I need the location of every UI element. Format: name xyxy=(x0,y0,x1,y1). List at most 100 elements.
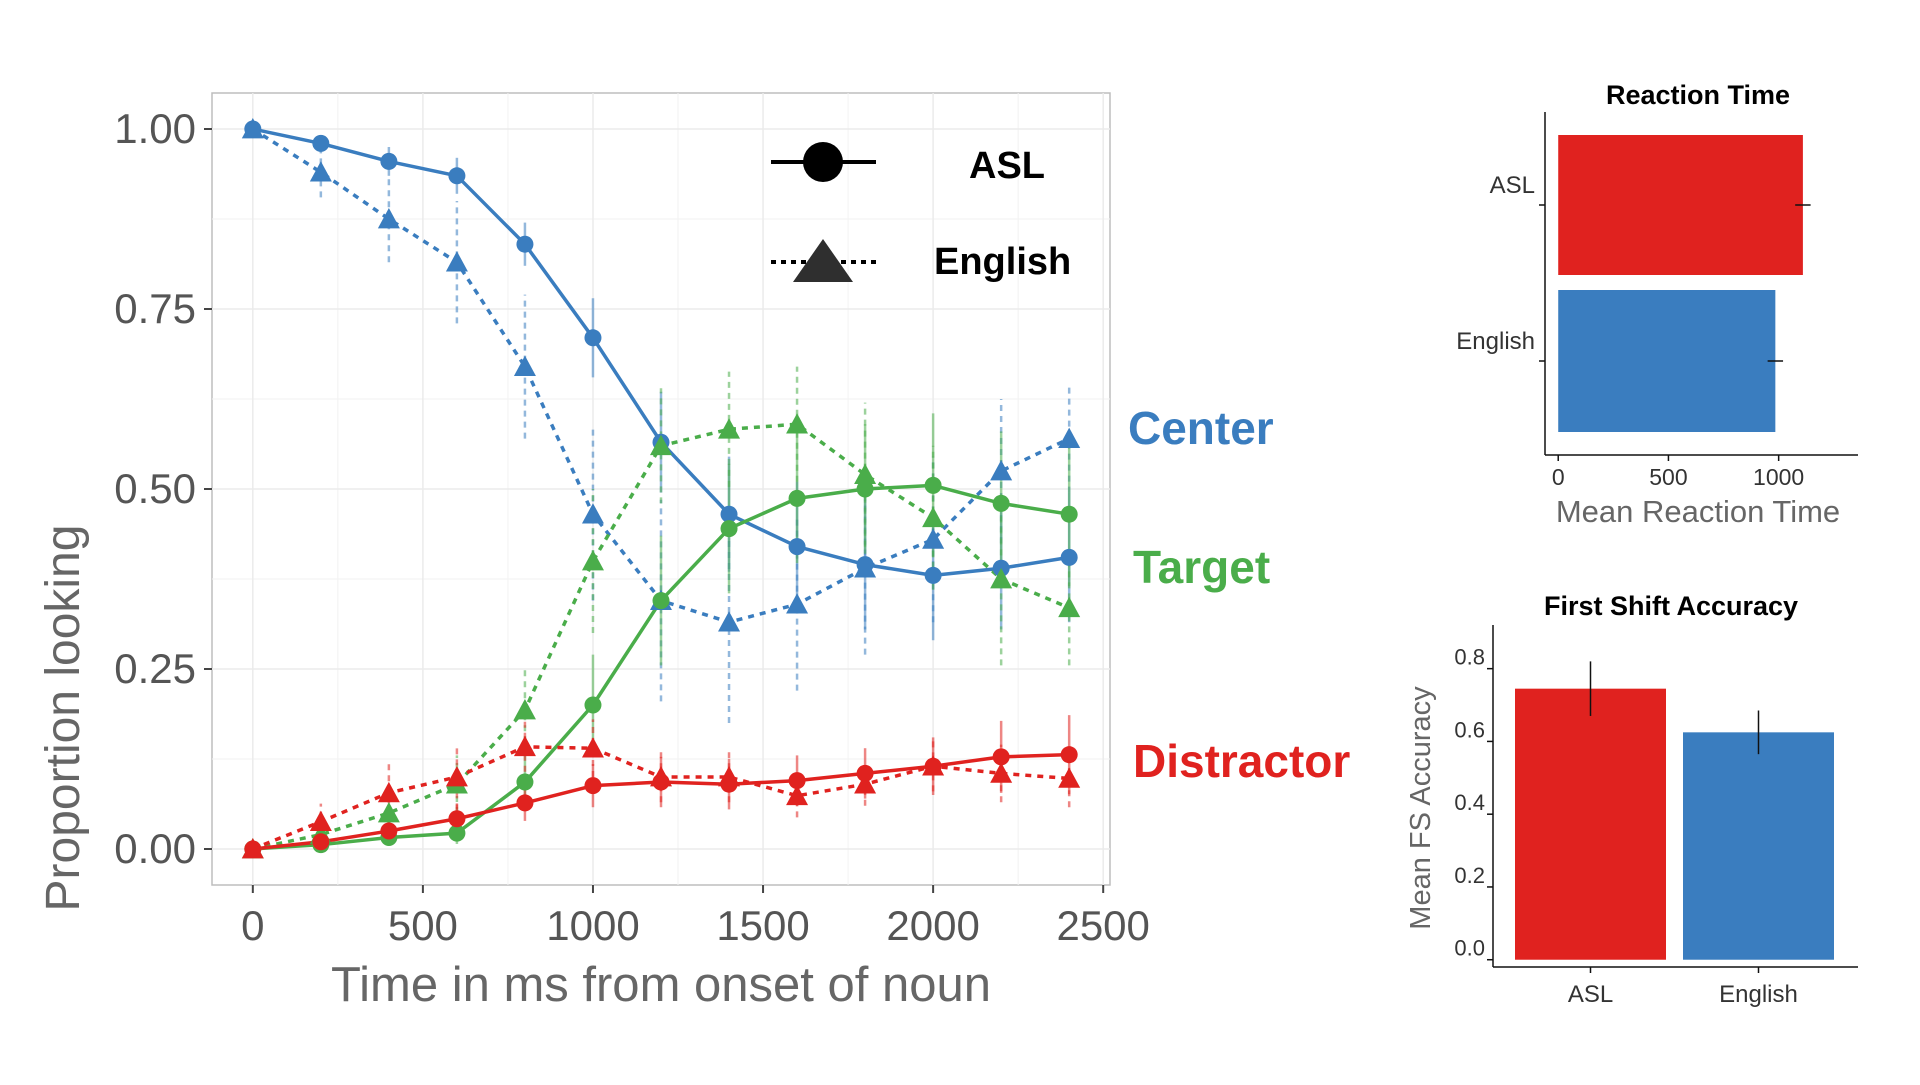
distractor-asl-point xyxy=(380,822,398,840)
distractor-english-point xyxy=(445,766,468,787)
target-english-point xyxy=(990,568,1013,589)
distractor-english-point xyxy=(718,766,741,787)
center-english-point xyxy=(377,208,400,229)
center-english-point xyxy=(1058,427,1081,448)
target-asl-point xyxy=(448,824,466,842)
rt-bar-asl xyxy=(1558,135,1803,275)
target-asl-point xyxy=(584,696,602,714)
main-y-tick-label: 0.25 xyxy=(114,645,196,692)
fs-y-tick-label: 0.0 xyxy=(1454,936,1485,961)
target-english-point xyxy=(718,418,741,439)
target-asl-point xyxy=(652,592,670,610)
fs-y-tick-label: 0.4 xyxy=(1454,790,1485,815)
distractor-english-point xyxy=(1058,767,1081,788)
target-asl-point xyxy=(788,489,806,507)
distractor-english-point xyxy=(650,766,672,787)
target-asl-point xyxy=(992,494,1010,512)
center-english-point xyxy=(513,355,536,376)
annotation-center: Center xyxy=(1128,402,1274,454)
center-english-point xyxy=(990,460,1013,481)
target-english-point xyxy=(513,699,536,720)
fs-bar-english xyxy=(1683,732,1834,960)
looking-proportion-chart: 0 500 1000 1500 2000 2500 0.00 0.25 0.50 0.75 1.00… xyxy=(37,92,1350,1012)
center-english-point xyxy=(718,611,741,632)
target-english-point xyxy=(786,413,809,434)
fs-category-label-english: English xyxy=(1719,981,1798,1008)
rt-axes: ASL English 0 500 1000 xyxy=(1456,112,1858,490)
target-asl-point xyxy=(856,480,874,498)
main-x-axis-label: Time in ms from onset of noun xyxy=(331,958,991,1012)
legend-english-label: English xyxy=(934,241,1071,283)
center-english-point xyxy=(445,251,468,272)
rt-x-axis-label: Mean Reaction Time xyxy=(1556,494,1840,529)
rt-bar-english xyxy=(1558,290,1776,432)
center-asl-point xyxy=(720,505,738,523)
center-english-point xyxy=(241,118,264,139)
main-x-tick-label: 1500 xyxy=(716,902,809,949)
center-asl-point xyxy=(448,167,466,185)
center-english-point xyxy=(922,528,945,549)
fs-y-tick-label: 0.6 xyxy=(1454,717,1485,742)
main-x-tick-label: 2500 xyxy=(1056,902,1149,949)
distractor-asl-point xyxy=(584,777,602,795)
fs-title: First Shift Accuracy xyxy=(1544,591,1798,621)
distractor-asl-point xyxy=(788,772,806,790)
distractor-asl-point xyxy=(516,794,534,812)
rt-category-label-english: English xyxy=(1456,328,1535,355)
center-asl-point xyxy=(516,235,534,253)
fs-category-label-asl: ASL xyxy=(1568,981,1613,1008)
rt-title: Reaction Time xyxy=(1606,80,1790,110)
distractor-asl-point xyxy=(448,810,466,828)
target-english-point xyxy=(581,550,604,571)
fs-bar-asl xyxy=(1515,688,1666,960)
main-axes: 0 500 1000 1500 2000 2500 0.00 0.25 0.50 0.75 1.00 xyxy=(114,105,1150,949)
center-asl-point xyxy=(380,152,398,170)
target-asl-point xyxy=(1060,505,1078,523)
rt-x-tick-label: 500 xyxy=(1649,464,1687,490)
distractor-english-point xyxy=(922,755,945,776)
reaction-time-chart: Reaction Time ASL English 0 500 1000 Mean Re… xyxy=(1456,80,1858,529)
distractor-english-point xyxy=(581,737,604,758)
distractor-asl-point xyxy=(1060,746,1078,764)
target-english-point xyxy=(650,434,672,456)
center-english-point xyxy=(581,503,604,524)
target-asl-point xyxy=(720,520,738,538)
main-y-axis-label: Proportion looking xyxy=(37,525,90,912)
center-asl-point xyxy=(312,134,330,152)
distractor-english-point xyxy=(377,781,400,803)
legend-asl-label: ASL xyxy=(969,145,1045,187)
fs-y-tick-label: 0.2 xyxy=(1454,863,1485,888)
main-x-tick-label: 500 xyxy=(388,902,458,949)
main-y-tick-label: 0.00 xyxy=(114,825,196,872)
distractor-english-point xyxy=(990,762,1013,783)
main-x-tick-label: 0 xyxy=(241,902,264,949)
main-x-tick-label: 2000 xyxy=(886,902,979,949)
center-english-point xyxy=(854,557,877,578)
rt-x-tick-label: 0 xyxy=(1552,464,1565,490)
center-asl-point xyxy=(788,538,806,556)
legend-english-triangle-marker xyxy=(793,239,853,282)
target-english-point xyxy=(1058,596,1081,618)
target-english-point xyxy=(854,463,877,484)
main-series-points xyxy=(241,118,1081,859)
main-x-tick-label: 1000 xyxy=(546,902,639,949)
fs-axes: ASL English 0.0 0.2 0.4 0.6 0.8 xyxy=(1454,625,1858,1008)
center-asl-point xyxy=(924,566,942,584)
target-english-point xyxy=(377,802,400,823)
legend-asl-circle-marker xyxy=(803,142,843,182)
distractor-english-point xyxy=(513,735,536,757)
target-english-point xyxy=(922,506,945,528)
main-y-tick-label: 0.75 xyxy=(114,285,196,332)
target-asl-point xyxy=(516,773,534,791)
main-y-tick-label: 1.00 xyxy=(114,105,196,152)
center-asl-point xyxy=(1060,548,1078,566)
main-legend: ASL English xyxy=(771,142,1071,283)
distractor-english-point xyxy=(241,838,264,859)
target-asl-point xyxy=(924,476,942,494)
center-english-point xyxy=(309,161,332,182)
rt-category-label-asl: ASL xyxy=(1490,172,1535,199)
annotation-target: Target xyxy=(1133,541,1270,593)
distractor-asl-point xyxy=(312,833,330,851)
